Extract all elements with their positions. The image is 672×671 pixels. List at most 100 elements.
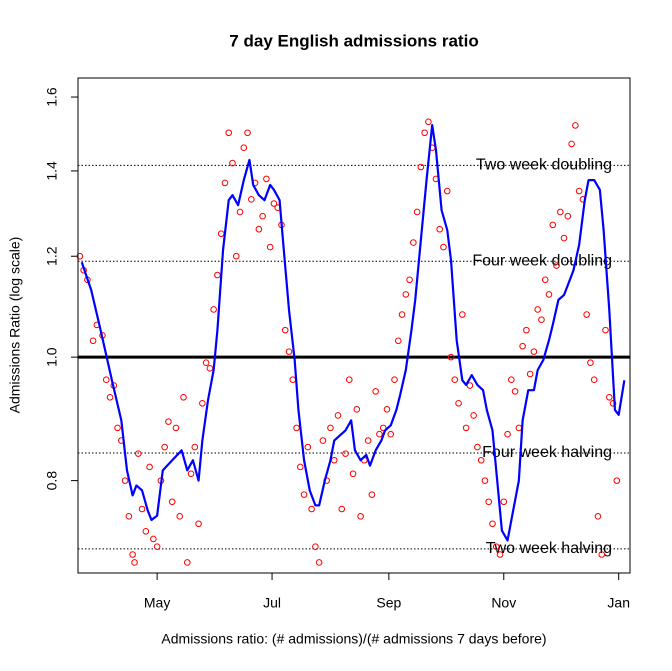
data-point — [357, 513, 364, 520]
x-tick-label: Jul — [263, 595, 281, 611]
data-point — [410, 239, 417, 246]
data-point — [605, 393, 613, 401]
data-point — [583, 311, 590, 318]
data-point — [134, 450, 142, 457]
data-point — [492, 543, 500, 550]
data-point — [153, 543, 161, 550]
y-tick-label: 1.2 — [44, 246, 60, 266]
reference-label: Four week doubling — [472, 252, 612, 269]
data-point — [202, 359, 210, 366]
x-tick-label: Jan — [607, 595, 630, 611]
x-tick-label: Sep — [376, 595, 401, 611]
data-point — [315, 559, 323, 566]
data-point — [129, 551, 136, 558]
data-point — [180, 393, 187, 401]
data-point — [372, 388, 379, 395]
data-point — [244, 129, 251, 137]
data-point — [304, 443, 312, 451]
data-point — [114, 424, 121, 432]
plot-frame — [77, 77, 631, 574]
data-point — [342, 450, 349, 457]
data-point — [300, 491, 308, 498]
data-point — [459, 311, 466, 318]
data-point — [564, 212, 572, 220]
data-point — [259, 212, 266, 220]
data-point — [102, 376, 110, 384]
data-point — [270, 200, 278, 207]
y-tick-label: 1.0 — [44, 347, 60, 367]
data-point — [602, 326, 609, 334]
trend-line — [80, 123, 626, 542]
y-tick-label: 1.6 — [44, 87, 60, 107]
data-point — [229, 159, 236, 167]
data-point — [613, 477, 621, 484]
data-point — [549, 221, 557, 229]
data-point — [451, 376, 459, 384]
data-point — [519, 342, 526, 350]
data-point — [500, 498, 508, 506]
data-point — [191, 443, 199, 451]
y-tick-label: 0.8 — [44, 471, 60, 491]
data-point — [206, 365, 214, 372]
data-point — [232, 252, 240, 260]
data-point — [489, 520, 496, 528]
reference-label: Four week halving — [482, 444, 612, 461]
x-tick-label: Nov — [491, 595, 516, 611]
y-axis-label: Admissions Ratio (log scale) — [7, 237, 23, 414]
data-point — [225, 129, 233, 137]
data-point — [387, 430, 395, 438]
data-point — [504, 430, 511, 438]
data-point — [168, 498, 176, 506]
data-point — [470, 412, 477, 419]
data-point — [587, 359, 594, 366]
data-point — [530, 348, 538, 355]
data-point — [334, 412, 342, 419]
x-axis-label: Admissions ratio: (# admissions)/(# admi… — [161, 631, 546, 647]
data-point — [421, 129, 428, 137]
data-point — [210, 306, 217, 313]
data-point — [590, 376, 598, 384]
data-point — [319, 437, 327, 444]
data-point — [462, 424, 470, 432]
data-point — [526, 370, 534, 378]
data-point — [297, 463, 304, 471]
data-point — [534, 306, 541, 313]
data-point — [523, 326, 530, 334]
data-point — [199, 399, 206, 407]
data-point — [236, 208, 244, 216]
data-point — [349, 470, 357, 478]
data-point — [538, 316, 545, 323]
data-point — [146, 463, 153, 471]
data-point — [556, 208, 564, 216]
data-point — [466, 382, 474, 389]
data-point — [368, 491, 376, 498]
data-point — [263, 175, 270, 183]
data-point — [266, 243, 274, 251]
data-point — [255, 225, 263, 233]
data-point — [312, 543, 319, 550]
data-point — [508, 376, 515, 384]
data-point — [195, 520, 202, 528]
data-point — [545, 291, 553, 298]
data-point — [187, 470, 195, 478]
data-point — [165, 418, 172, 425]
data-point — [398, 311, 406, 318]
data-point — [240, 144, 248, 152]
data-point — [568, 140, 575, 148]
data-point — [327, 424, 334, 432]
data-point — [308, 505, 315, 513]
data-point — [440, 243, 447, 251]
data-point — [89, 337, 97, 345]
data-point — [474, 443, 481, 451]
data-point — [541, 276, 549, 284]
data-point — [402, 291, 410, 298]
reference-label: Two week doubling — [476, 157, 612, 174]
data-point — [575, 187, 583, 195]
data-point — [131, 559, 138, 566]
data-point — [150, 535, 157, 543]
data-point — [447, 353, 455, 361]
data-point — [379, 424, 387, 432]
data-point — [183, 559, 191, 566]
data-point — [106, 393, 114, 401]
